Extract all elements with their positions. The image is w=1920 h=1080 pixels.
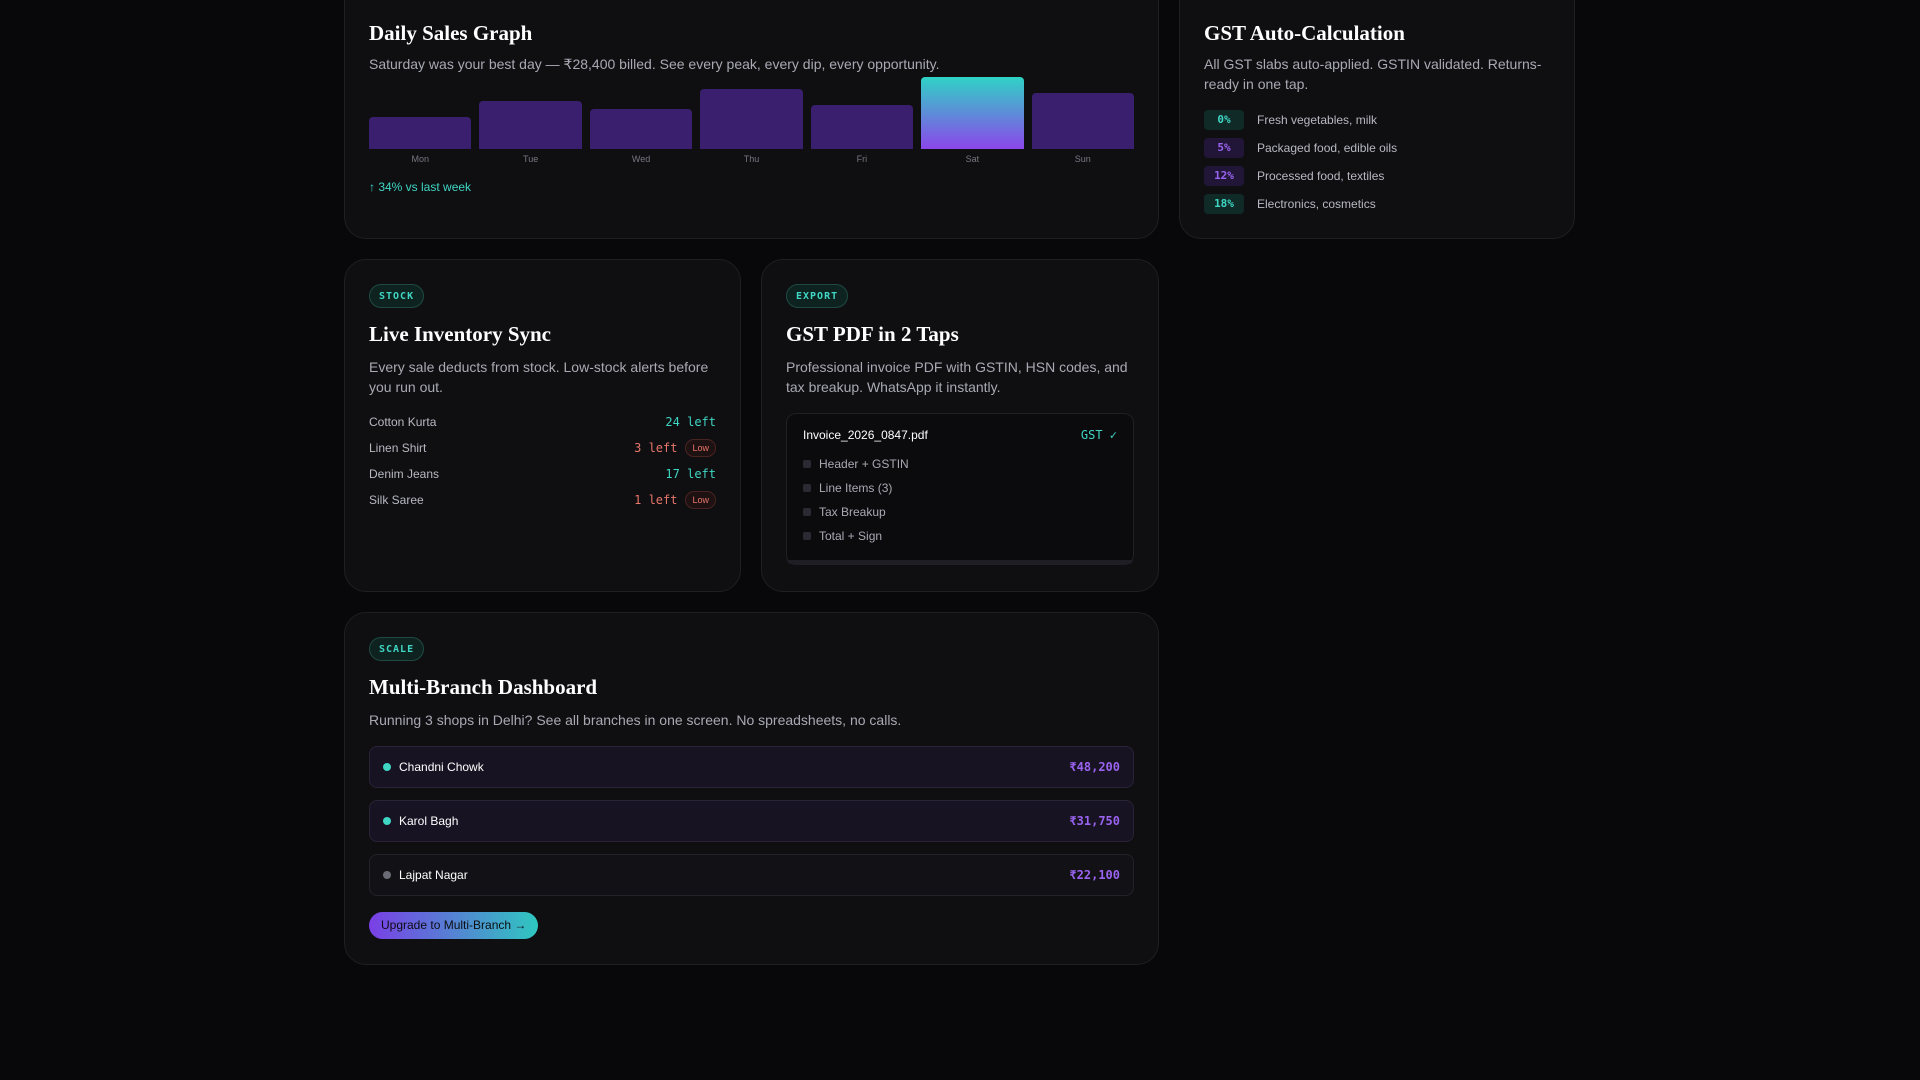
export-title: GST PDF in 2 Taps: [786, 322, 959, 346]
pdf-section-label: Total + Sign: [819, 529, 883, 543]
pdf-section-label: Header + GSTIN: [819, 457, 909, 471]
sales-day-label: Sat: [965, 154, 980, 164]
export-card: EXPORT GST PDF in 2 Taps Professional in…: [761, 259, 1159, 592]
inventory-title: Live Inventory Sync: [369, 322, 552, 346]
gst-slab-rate: 18%: [1204, 194, 1244, 214]
inventory-row: Denim Jeans 17 left: [369, 461, 716, 487]
pdf-section-label: Tax Breakup: [819, 505, 886, 519]
branch-row[interactable]: Chandni Chowk ₹48,200: [369, 746, 1134, 788]
inventory-row: Silk Saree 1 left Low: [369, 487, 716, 513]
sales-bar-tue[interactable]: [479, 101, 582, 149]
sales-day-labels: Mon Tue Wed Thu Fri Sat Sun: [369, 154, 1134, 164]
inventory-row: Cotton Kurta 24 left: [369, 409, 716, 435]
gst-slab: 5% Packaged food, edible oils: [1204, 138, 1550, 158]
branch-name: Karol Bagh: [399, 814, 459, 828]
gst-description: All GST slabs auto-applied. GSTIN valida…: [1204, 56, 1542, 92]
inventory-item-qty: 1 left: [634, 493, 678, 507]
gst-title: GST Auto-Calculation: [1204, 21, 1405, 45]
section-bullet-icon: [803, 508, 811, 516]
export-tag: EXPORT: [786, 284, 849, 308]
sales-bar-mon[interactable]: [369, 117, 472, 149]
inventory-item-name: Denim Jeans: [369, 467, 440, 481]
gst-slab-rate: 5%: [1204, 138, 1244, 158]
section-bullet-icon: [803, 460, 811, 468]
inventory-item-qty: 3 left: [634, 441, 678, 455]
branch-name: Lajpat Nagar: [399, 868, 468, 882]
gst-verified-badge: GST ✓: [1080, 428, 1117, 442]
gst-slab: 12% Processed food, textiles: [1204, 166, 1550, 186]
inventory-item-name: Cotton Kurta: [369, 415, 437, 429]
pdf-section: Tax Breakup: [803, 500, 1117, 524]
gst-slab-label: Packaged food, edible oils: [1257, 141, 1398, 155]
sales-bar-sat[interactable]: [921, 77, 1024, 149]
pdf-section: Line Items (3): [803, 476, 1117, 500]
sales-day-label: Fri: [856, 154, 868, 164]
sales-day-label: Wed: [631, 154, 651, 164]
inventory-list: Cotton Kurta 24 left Linen Shirt 3 left …: [369, 409, 716, 513]
scale-description: Running 3 shops in Delhi? See all branch…: [369, 712, 902, 728]
sales-day-label: Mon: [411, 154, 429, 164]
low-stock-badge: Low: [685, 491, 716, 509]
sales-bar-chart: [369, 77, 1134, 149]
sales-bar-wed[interactable]: [589, 109, 693, 149]
section-bullet-icon: [803, 532, 811, 540]
upgrade-multi-branch-button[interactable]: Upgrade to Multi-Branch →: [369, 912, 539, 939]
gst-slab: 0% Fresh vegetables, milk: [1204, 110, 1550, 130]
gst-slab-label: Processed food, textiles: [1257, 169, 1385, 183]
export-description: Professional invoice PDF with GSTIN, HSN…: [786, 359, 1128, 395]
low-stock-badge: Low: [685, 439, 716, 457]
gst-slab-rate: 12%: [1204, 166, 1244, 186]
gst-slab-list: 0% Fresh vegetables, milk 5% Packaged food…: [1204, 110, 1550, 222]
gst-card: GST Auto-Calculation All GST slabs auto-…: [1179, 0, 1575, 239]
branch-amount: ₹31,750: [1069, 814, 1120, 828]
sales-day-label: Tue: [523, 154, 539, 164]
section-bullet-icon: [803, 484, 811, 492]
invoice-filename: Invoice_2026_0847.pdf: [803, 428, 928, 442]
invoice-pdf-preview[interactable]: Invoice_2026_0847.pdf GST ✓ Header + GST…: [786, 413, 1134, 565]
branch-status-dot: [383, 871, 391, 879]
branch-status-dot: [383, 763, 391, 771]
sales-bar-sun[interactable]: [1031, 93, 1134, 149]
sales-day-label: Thu: [743, 154, 760, 164]
gst-slab: 18% Electronics, cosmetics: [1204, 194, 1550, 214]
branch-name: Chandni Chowk: [399, 760, 484, 774]
gst-slab-rate: 0%: [1204, 110, 1244, 130]
inventory-row: Linen Shirt 3 left Low: [369, 435, 716, 461]
sales-day-label: Sun: [1074, 154, 1091, 164]
pdf-progress-track: [787, 560, 1133, 564]
branch-amount: ₹22,100: [1069, 868, 1120, 882]
sales-bar-thu[interactable]: [700, 89, 803, 149]
inventory-item-qty: 24 left: [665, 415, 716, 429]
branch-row[interactable]: Lajpat Nagar ₹22,100: [369, 854, 1134, 896]
sales-card: Daily Sales Graph Saturday was your best…: [344, 0, 1159, 239]
branch-list: Chandni Chowk ₹48,200 Karol Bagh ₹31,750…: [369, 746, 1134, 896]
gst-slab-label: Electronics, cosmetics: [1257, 197, 1376, 211]
inventory-card: STOCK Live Inventory Sync Every sale ded…: [344, 259, 741, 592]
scale-title: Multi-Branch Dashboard: [369, 675, 598, 699]
pdf-section-label: Line Items (3): [819, 481, 893, 495]
inventory-description: Every sale deducts from stock. Low-stock…: [369, 359, 709, 395]
branch-status-dot: [383, 817, 391, 825]
gst-slab-label: Fresh vegetables, milk: [1257, 113, 1378, 127]
inventory-tag: STOCK: [369, 284, 425, 308]
sales-bar-fri[interactable]: [810, 105, 914, 149]
pdf-section: Header + GSTIN: [803, 452, 1117, 476]
scale-card: SCALE Multi-Branch Dashboard Running 3 s…: [344, 612, 1159, 965]
inventory-item-name: Linen Shirt: [369, 441, 427, 455]
scale-tag: SCALE: [369, 637, 425, 661]
sales-trend: ↑ 34% vs last week: [369, 180, 472, 194]
inventory-item-qty: 17 left: [665, 467, 716, 481]
sales-title: Daily Sales Graph: [369, 21, 533, 45]
pdf-section: Total + Sign: [803, 524, 1117, 548]
sales-description: Saturday was your best day — ₹28,400 bil…: [369, 56, 940, 72]
inventory-item-name: Silk Saree: [369, 493, 424, 507]
branch-amount: ₹48,200: [1069, 760, 1120, 774]
branch-row[interactable]: Karol Bagh ₹31,750: [369, 800, 1134, 842]
